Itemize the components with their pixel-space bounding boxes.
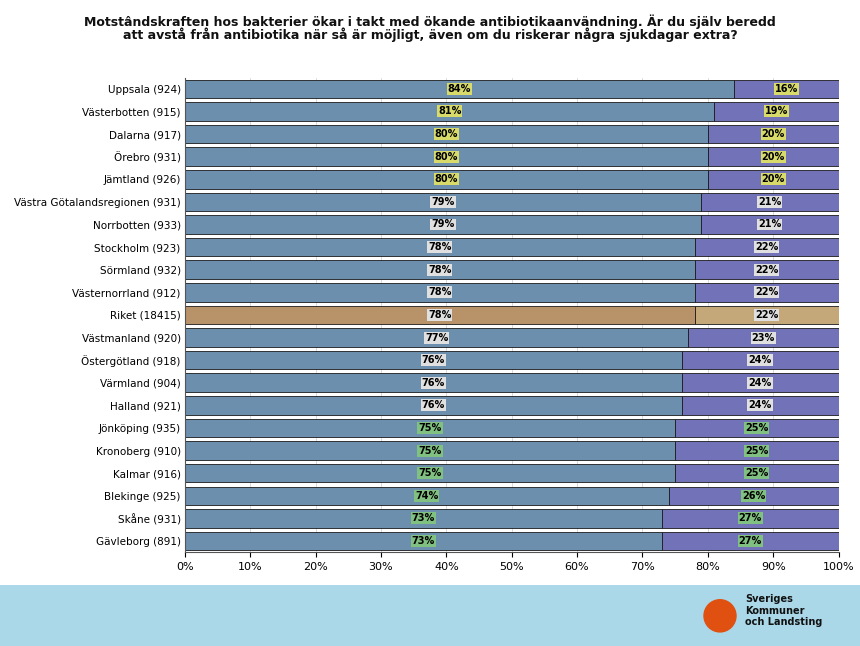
Text: Sveriges
Kommuner
och Landsting: Sveriges Kommuner och Landsting (745, 594, 822, 627)
Bar (185, 328, 688, 347)
Bar (185, 193, 701, 211)
Text: 19%: 19% (765, 107, 788, 116)
Text: 73%: 73% (412, 514, 435, 523)
Bar (668, 486, 838, 505)
Bar (695, 238, 838, 256)
Bar (695, 283, 838, 302)
Text: 24%: 24% (748, 355, 771, 365)
Text: 79%: 79% (432, 197, 455, 207)
Text: 20%: 20% (761, 129, 785, 139)
Text: 80%: 80% (434, 129, 458, 139)
Bar (662, 509, 838, 528)
Text: 27%: 27% (739, 536, 762, 546)
Bar (185, 260, 695, 279)
Bar (185, 532, 662, 550)
Text: 81%: 81% (438, 107, 461, 116)
FancyBboxPatch shape (0, 585, 860, 646)
Bar (695, 306, 838, 324)
Text: 80%: 80% (434, 152, 458, 162)
Text: 77%: 77% (425, 333, 448, 342)
Text: 78%: 78% (428, 310, 452, 320)
Text: att avstå från antibiotika när så är möjligt, även om du riskerar några sjukdaga: att avstå från antibiotika när så är möj… (123, 27, 737, 42)
Bar (682, 373, 838, 392)
Bar (185, 283, 695, 302)
Text: 25%: 25% (745, 468, 769, 478)
Bar (662, 532, 838, 550)
Text: 20%: 20% (761, 152, 785, 162)
Bar (185, 306, 695, 324)
Bar (682, 396, 838, 415)
Bar (185, 351, 682, 370)
Bar (708, 125, 838, 143)
Text: 21%: 21% (759, 220, 782, 229)
Text: 84%: 84% (448, 84, 471, 94)
Text: 79%: 79% (432, 220, 455, 229)
Text: 16%: 16% (775, 84, 798, 94)
Text: 24%: 24% (748, 378, 771, 388)
Bar (185, 125, 708, 143)
Text: 24%: 24% (748, 401, 771, 410)
Text: 23%: 23% (752, 333, 775, 342)
Bar (675, 441, 838, 460)
Bar (185, 170, 708, 189)
Bar (695, 260, 838, 279)
Bar (185, 79, 734, 98)
Bar (701, 193, 838, 211)
Bar (185, 419, 675, 437)
Text: 74%: 74% (415, 491, 439, 501)
Text: 22%: 22% (755, 242, 778, 252)
Bar (185, 102, 715, 121)
Bar (708, 170, 838, 189)
Bar (688, 328, 838, 347)
Text: Motstândskraften hos bakterier ökar i takt med ökande antibiotikaanvändning. Är : Motstândskraften hos bakterier ökar i ta… (84, 14, 776, 29)
Circle shape (704, 599, 736, 632)
Bar (185, 215, 701, 234)
Text: 75%: 75% (418, 468, 442, 478)
Text: 78%: 78% (428, 287, 452, 297)
Text: 75%: 75% (418, 423, 442, 433)
Legend: Ja, Nej: Ja, Nej (469, 594, 555, 616)
Bar (708, 147, 838, 166)
Text: 21%: 21% (759, 197, 782, 207)
Text: 78%: 78% (428, 242, 452, 252)
Text: 26%: 26% (742, 491, 765, 501)
Bar (675, 419, 838, 437)
Text: 76%: 76% (421, 378, 445, 388)
Bar (185, 486, 668, 505)
Text: 73%: 73% (412, 536, 435, 546)
Bar (185, 373, 682, 392)
Bar (185, 464, 675, 483)
Text: 22%: 22% (755, 287, 778, 297)
Text: 76%: 76% (421, 401, 445, 410)
Text: 22%: 22% (755, 310, 778, 320)
Text: 20%: 20% (761, 174, 785, 184)
Bar (675, 464, 838, 483)
Bar (185, 396, 682, 415)
Bar (185, 238, 695, 256)
Text: 80%: 80% (434, 174, 458, 184)
Bar (682, 351, 838, 370)
Text: 76%: 76% (421, 355, 445, 365)
Text: 78%: 78% (428, 265, 452, 275)
Text: 27%: 27% (739, 514, 762, 523)
Bar (185, 441, 675, 460)
Bar (701, 215, 838, 234)
Text: 22%: 22% (755, 265, 778, 275)
Bar (185, 147, 708, 166)
Bar (734, 79, 838, 98)
Text: 25%: 25% (745, 423, 769, 433)
Text: 75%: 75% (418, 446, 442, 455)
Bar (185, 509, 662, 528)
Bar (715, 102, 838, 121)
Text: 25%: 25% (745, 446, 769, 455)
